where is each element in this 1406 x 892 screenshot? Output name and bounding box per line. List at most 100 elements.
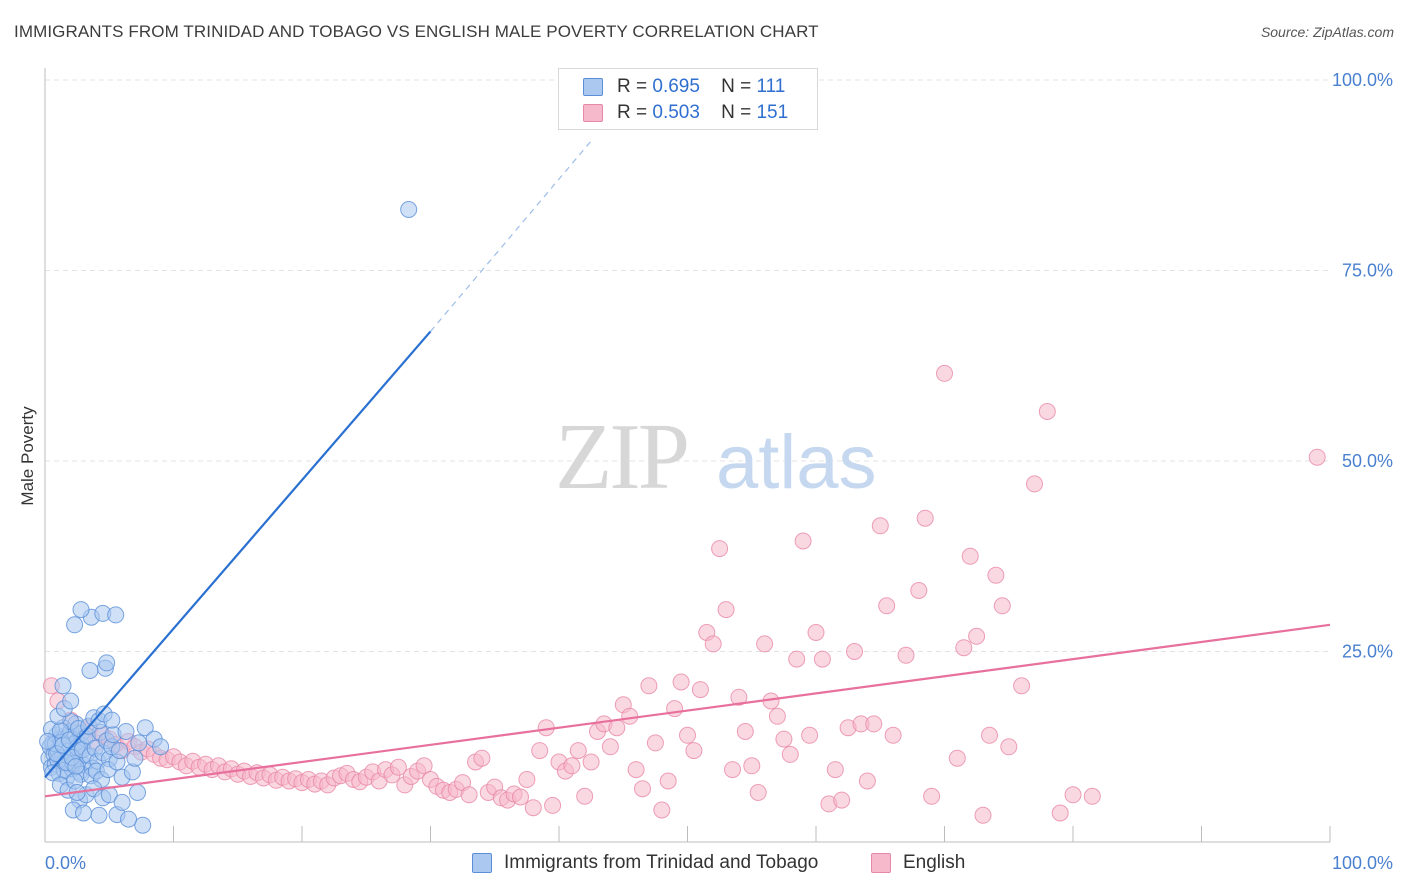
trinidad-point — [75, 804, 92, 822]
legend-r-value: 0.503 — [652, 102, 700, 123]
english-point — [666, 700, 684, 718]
english-point — [910, 582, 928, 599]
english-point — [974, 806, 992, 824]
gridlines — [45, 79, 1330, 652]
english-point — [981, 726, 998, 744]
english-point — [743, 757, 761, 775]
english-point — [781, 745, 799, 763]
trinidad-point — [98, 654, 116, 672]
legend-n-value: 111 — [756, 76, 786, 97]
trinidad-point — [39, 732, 57, 750]
trinidad-point — [111, 742, 128, 760]
english-point — [518, 771, 536, 788]
trinidad-point — [62, 692, 80, 710]
english-point — [711, 540, 729, 558]
trinidad-point — [72, 601, 90, 619]
trinidad-point — [126, 749, 144, 767]
trinidad-trend-line — [44, 330, 432, 778]
english-point — [736, 723, 754, 740]
watermark: ZIP atlas — [555, 405, 877, 509]
english-point — [582, 753, 600, 771]
trinidad-point — [54, 677, 72, 695]
source-credit: Source: ZipAtlas.com — [1260, 24, 1394, 40]
english-point — [987, 566, 1005, 584]
english-point — [749, 784, 767, 801]
watermark-atlas: atlas — [716, 420, 877, 505]
english-point — [717, 601, 735, 619]
english-point — [955, 639, 973, 657]
english-point — [724, 761, 741, 779]
trinidad-point — [152, 738, 170, 756]
tick-labels: 25.0% 50.0% 75.0% 100.0% 0.0% 100.0% — [45, 70, 1393, 873]
english-point — [659, 772, 677, 790]
english-point — [653, 801, 671, 819]
trinidad-point — [400, 201, 418, 218]
english-point — [993, 597, 1011, 615]
trinidad-point — [107, 606, 125, 624]
english-point — [672, 673, 690, 691]
trinidad-point — [67, 758, 85, 776]
english-point — [968, 627, 986, 645]
legend-n-label: N = — [721, 102, 752, 123]
english-point — [415, 757, 433, 775]
trinidad-trend-extension — [430, 140, 592, 332]
trinidad-point — [66, 616, 84, 634]
y-tick-label: 50.0% — [1342, 451, 1393, 471]
english-point — [576, 787, 594, 805]
english-point — [768, 707, 786, 725]
trend-lines — [44, 140, 1331, 798]
trinidad-point — [136, 719, 154, 737]
english-point — [871, 517, 889, 535]
english-point — [512, 788, 529, 806]
legend-label-english: English — [903, 852, 966, 873]
english-point — [524, 799, 542, 817]
legend-n-value: 151 — [756, 102, 789, 123]
english-point — [1051, 804, 1069, 822]
y-axis-label: Male Poverty — [18, 406, 37, 506]
legend-n-label: N = — [721, 76, 752, 97]
english-point — [826, 761, 844, 779]
legend-swatch-blue — [472, 853, 492, 873]
trinidad-point — [113, 793, 131, 811]
legend-r-value: 0.695 — [652, 76, 700, 97]
english-point — [865, 715, 883, 733]
chart-title: IMMIGRANTS FROM TRINIDAD AND TOBAGO VS E… — [14, 22, 819, 41]
english-point — [897, 646, 915, 664]
english-point — [788, 650, 806, 668]
english-point — [858, 772, 876, 790]
english-point — [801, 726, 819, 744]
english-point — [923, 787, 941, 805]
english-point — [1013, 677, 1031, 695]
trinidad-point — [81, 662, 99, 679]
english-point — [679, 726, 696, 744]
legend-swatch-pink — [583, 104, 603, 122]
legend-swatch-pink — [871, 853, 891, 873]
english-point — [1308, 448, 1326, 466]
english-point — [1083, 787, 1101, 805]
english-point — [563, 757, 581, 775]
trinidad-points — [39, 201, 418, 834]
trinidad-point — [120, 810, 137, 828]
english-point — [807, 624, 825, 641]
english-point — [730, 688, 748, 706]
english-point — [531, 742, 549, 760]
axes — [44, 68, 1331, 843]
english-point — [948, 749, 966, 767]
trinidad-point — [90, 806, 108, 824]
legend-label-trinidad: Immigrants from Trinidad and Tobago — [504, 852, 819, 873]
trinidad-point — [44, 764, 62, 782]
english-point — [608, 719, 626, 737]
english-point — [1038, 403, 1056, 420]
english-point — [775, 730, 793, 748]
series-legend: Immigrants from Trinidad and Tobago Engl… — [0, 852, 1406, 876]
english-point — [569, 742, 587, 760]
legend-r-label: R = — [617, 102, 648, 123]
english-point — [1000, 738, 1018, 756]
english-point — [634, 780, 651, 798]
english-point — [691, 681, 709, 699]
english-point — [621, 707, 639, 725]
english-point — [473, 749, 491, 767]
english-point — [961, 547, 979, 565]
english-trend-line — [44, 623, 1331, 798]
english-point — [704, 635, 722, 653]
